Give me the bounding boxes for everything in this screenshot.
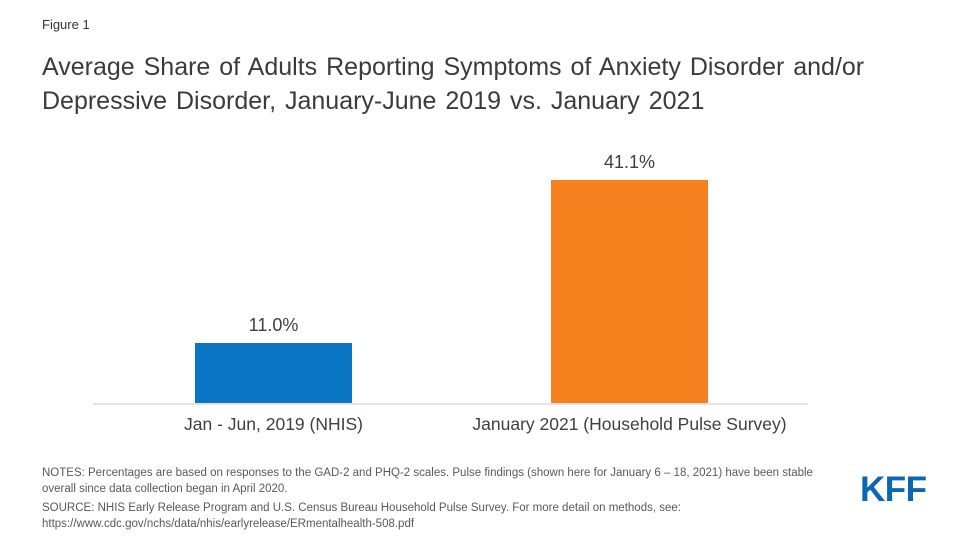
- bar-group-2021: 41.1%: [449, 152, 810, 403]
- chart-title: Average Share of Adults Reporting Sympto…: [42, 53, 865, 115]
- notes-text: NOTES: Percentages are based on response…: [42, 467, 813, 495]
- bar-chart: 11.0% 41.1%: [93, 152, 810, 403]
- bar-2019: [195, 343, 352, 403]
- bar-value-label-2021: 41.1%: [603, 152, 656, 172]
- bar-2021: [551, 180, 708, 403]
- kff-logo: KFF: [860, 470, 927, 509]
- source-url: https://www.cdc.gov/nchs/data/nhis/early…: [42, 518, 415, 530]
- x-axis-line: [93, 403, 808, 405]
- x-axis-labels: Jan - Jun, 2019 (NHIS) January 2021 (Hou…: [0, 414, 972, 438]
- figure-label: Figure 1: [42, 17, 90, 32]
- footnotes: NOTES: Percentages are based on response…: [42, 465, 842, 532]
- category-label-2021: January 2021 (Household Pulse Survey): [472, 414, 787, 434]
- source-text: SOURCE: NHIS Early Release Program and U…: [42, 502, 681, 514]
- bar-value-label-2019: 11.0%: [248, 315, 299, 336]
- category-label-2019: Jan - Jun, 2019 (NHIS): [184, 414, 363, 434]
- bar-group-2019: 11.0%: [93, 315, 454, 403]
